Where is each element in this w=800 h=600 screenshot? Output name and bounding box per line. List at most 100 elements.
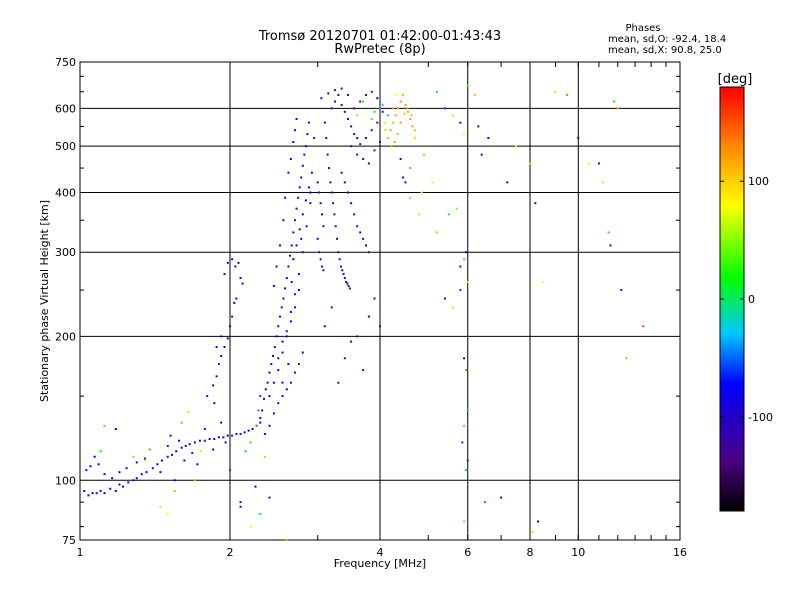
scatter-point (365, 137, 368, 140)
scatter-point (459, 265, 462, 268)
scatter-point (459, 289, 462, 292)
scatter-point (191, 452, 194, 455)
scatter-point (292, 231, 295, 234)
scatter-point (198, 439, 201, 442)
scatter-point (169, 434, 172, 437)
scatter-point (270, 363, 273, 366)
scatter-point (334, 89, 337, 92)
scatter-point (268, 496, 271, 499)
scatter-point (226, 434, 229, 437)
scatter-point (321, 213, 324, 216)
scatter-point (281, 340, 284, 343)
scatter-point (346, 117, 349, 120)
scatter-point (85, 469, 88, 472)
x-tick-label: 4 (377, 546, 384, 559)
scatter-points (83, 84, 645, 541)
colorbar-tick-label: 100 (748, 175, 769, 188)
scatter-point (206, 395, 209, 398)
scatter-point (451, 306, 454, 309)
scatter-point (435, 90, 438, 93)
scatter-point (95, 492, 98, 495)
scatter-point (318, 191, 321, 194)
scatter-point (143, 457, 146, 460)
scatter-point (356, 225, 359, 228)
scatter-point (226, 337, 229, 340)
scatter-point (403, 112, 406, 115)
scatter-point (356, 114, 359, 117)
scatter-point (239, 276, 242, 279)
scatter-point (394, 93, 397, 96)
scatter-point (323, 325, 326, 328)
scatter-point (318, 251, 321, 254)
scatter-point (132, 479, 135, 482)
scatter-point (99, 450, 102, 453)
scatter-point (160, 459, 163, 462)
scatter-point (229, 325, 231, 328)
scatter-point (529, 162, 531, 165)
scatter-point (244, 450, 247, 453)
scatter-point (338, 258, 341, 261)
scatter-point (309, 202, 312, 205)
scatter-point (264, 388, 267, 391)
scatter-point (140, 473, 143, 476)
scatter-point (111, 477, 114, 480)
scatter-point (183, 459, 186, 462)
scatter-point (272, 381, 275, 384)
scatter-point (300, 176, 303, 179)
y-tick-label: 200 (55, 330, 76, 343)
scatter-point (285, 330, 288, 333)
scatter-point (350, 202, 353, 205)
scatter-point (379, 107, 381, 110)
scatter-point (281, 381, 284, 384)
scatter-point (272, 412, 275, 415)
scatter-point (376, 121, 379, 124)
scatter-point (402, 176, 405, 179)
scatter-point (607, 231, 610, 234)
scatter-point (337, 251, 340, 254)
scatter-point (346, 191, 349, 194)
scatter-point (413, 129, 416, 132)
scatter-point (193, 479, 196, 482)
scatter-point (392, 121, 395, 124)
scatter-point (257, 409, 260, 412)
scatter-point (282, 297, 285, 300)
scatter-point (359, 231, 362, 234)
scatter-point (376, 97, 379, 100)
scatter-point (241, 282, 244, 285)
scatter-point (304, 145, 307, 148)
scatter-point (89, 465, 92, 468)
scatter-point (353, 213, 356, 216)
scatter-point (350, 125, 353, 128)
scatter-point (330, 107, 333, 110)
scatter-point (277, 357, 280, 360)
scatter-point (196, 463, 199, 466)
scatter-point (373, 110, 376, 113)
scatter-point (367, 315, 370, 318)
scatter-point (275, 335, 278, 338)
scatter-point (266, 381, 269, 384)
scatter-point (171, 453, 174, 456)
scatter-point (587, 162, 590, 165)
scatter-point (379, 141, 381, 144)
scatter-point (329, 181, 332, 184)
scatter-point (305, 225, 308, 228)
scatter-point (259, 416, 262, 419)
scatter-point (340, 171, 343, 174)
scatter-point (213, 402, 216, 405)
scatter-point (281, 351, 284, 354)
scatter-point (515, 145, 518, 148)
scatter-point (397, 107, 400, 110)
scatter-point (500, 496, 503, 499)
scatter-point (325, 137, 328, 140)
scatter-point (330, 306, 333, 309)
scatter-point (477, 125, 480, 128)
x-tick-label: 6 (464, 546, 471, 559)
scatter-point (326, 153, 329, 156)
scatter-point (373, 297, 376, 300)
scatter-point (365, 244, 368, 247)
scatter-point (422, 153, 425, 156)
scatter-point (359, 100, 362, 103)
scatter-point (463, 258, 466, 261)
scatter-point (289, 158, 292, 161)
scatter-point (287, 265, 290, 268)
